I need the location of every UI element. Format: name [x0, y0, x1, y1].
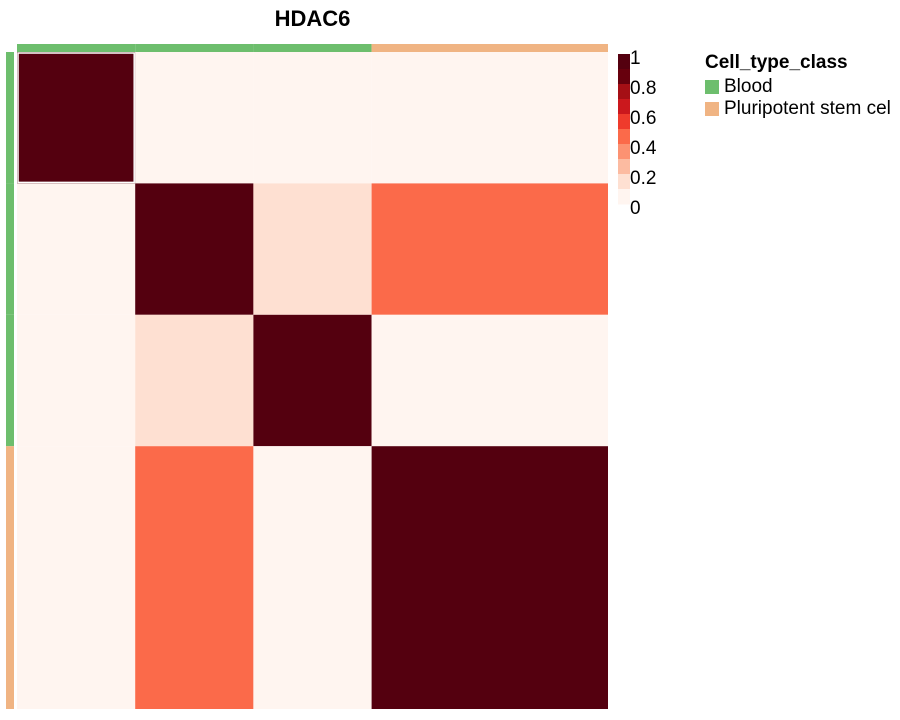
heatmap-cell-0-0 — [17, 52, 136, 184]
colorbar-segment-1 — [618, 69, 630, 85]
colorbar-tick-1: 0.8 — [630, 78, 656, 99]
top-annotation-2 — [253, 44, 372, 52]
heatmap-cell-3-1 — [135, 446, 254, 709]
heatmap-cell-0-2 — [253, 52, 372, 184]
legend-swatch-pluripotent — [705, 102, 719, 116]
legend-label-pluripotent: Pluripotent stem cel — [724, 98, 891, 119]
chart-title: HDAC6 — [274, 6, 351, 31]
heatmap-cell-1-3 — [371, 183, 608, 315]
left-annotation-1 — [6, 183, 14, 315]
legend-item-blood: Blood — [705, 76, 891, 98]
heatmap-cell-2-3 — [371, 314, 608, 447]
colorbar-tick-0: 1 — [630, 48, 641, 69]
top-annotation-1 — [135, 44, 254, 52]
heatmap-cell-highlight — [17, 52, 135, 184]
colorbar-segment-3 — [618, 99, 630, 115]
heatmap-cell-2-1 — [135, 314, 254, 447]
heatmap-cell-0-3 — [371, 52, 608, 184]
colorbar-tick-2: 0.6 — [630, 108, 656, 129]
top-annotation-0 — [17, 44, 136, 52]
heatmap-cell-1-1 — [135, 183, 254, 315]
colorbar-segment-6 — [618, 144, 630, 160]
colorbar-segment-5 — [618, 129, 630, 145]
heatmap-cell-1-2 — [253, 183, 372, 315]
left-annotation-3 — [6, 446, 14, 709]
colorbar-tick-4: 0.2 — [630, 168, 656, 189]
colorbar-segment-0 — [618, 54, 630, 70]
left-annotation-2 — [6, 314, 14, 447]
heatmap-cell-2-2 — [253, 314, 372, 447]
legend-swatch-blood — [705, 80, 719, 94]
colorbar-segment-4 — [618, 114, 630, 130]
colorbar-segment-8 — [618, 174, 630, 190]
legend: Cell_type_class Blood Pluripotent stem c… — [705, 52, 891, 120]
legend-title: Cell_type_class — [705, 52, 848, 73]
colorbar-segment-7 — [618, 159, 630, 175]
colorbar-segment-9 — [618, 189, 630, 205]
colorbar-segment-2 — [618, 84, 630, 100]
top-annotation-3 — [371, 44, 608, 52]
heatmap-cell-2-0 — [17, 314, 136, 447]
colorbar-tick-3: 0.4 — [630, 138, 657, 159]
heatmap-cell-3-2 — [253, 446, 372, 709]
colorbar-tick-5: 0 — [630, 198, 641, 219]
heatmap-cell-3-0 — [17, 446, 136, 709]
legend-label-blood: Blood — [724, 76, 773, 97]
heatmap-cell-0-1 — [135, 52, 254, 184]
left-annotation-0 — [6, 52, 14, 184]
legend-item-pluripotent: Pluripotent stem cel — [705, 98, 891, 120]
heatmap-cell-3-3 — [371, 446, 608, 709]
heatmap-cell-1-0 — [17, 183, 136, 315]
